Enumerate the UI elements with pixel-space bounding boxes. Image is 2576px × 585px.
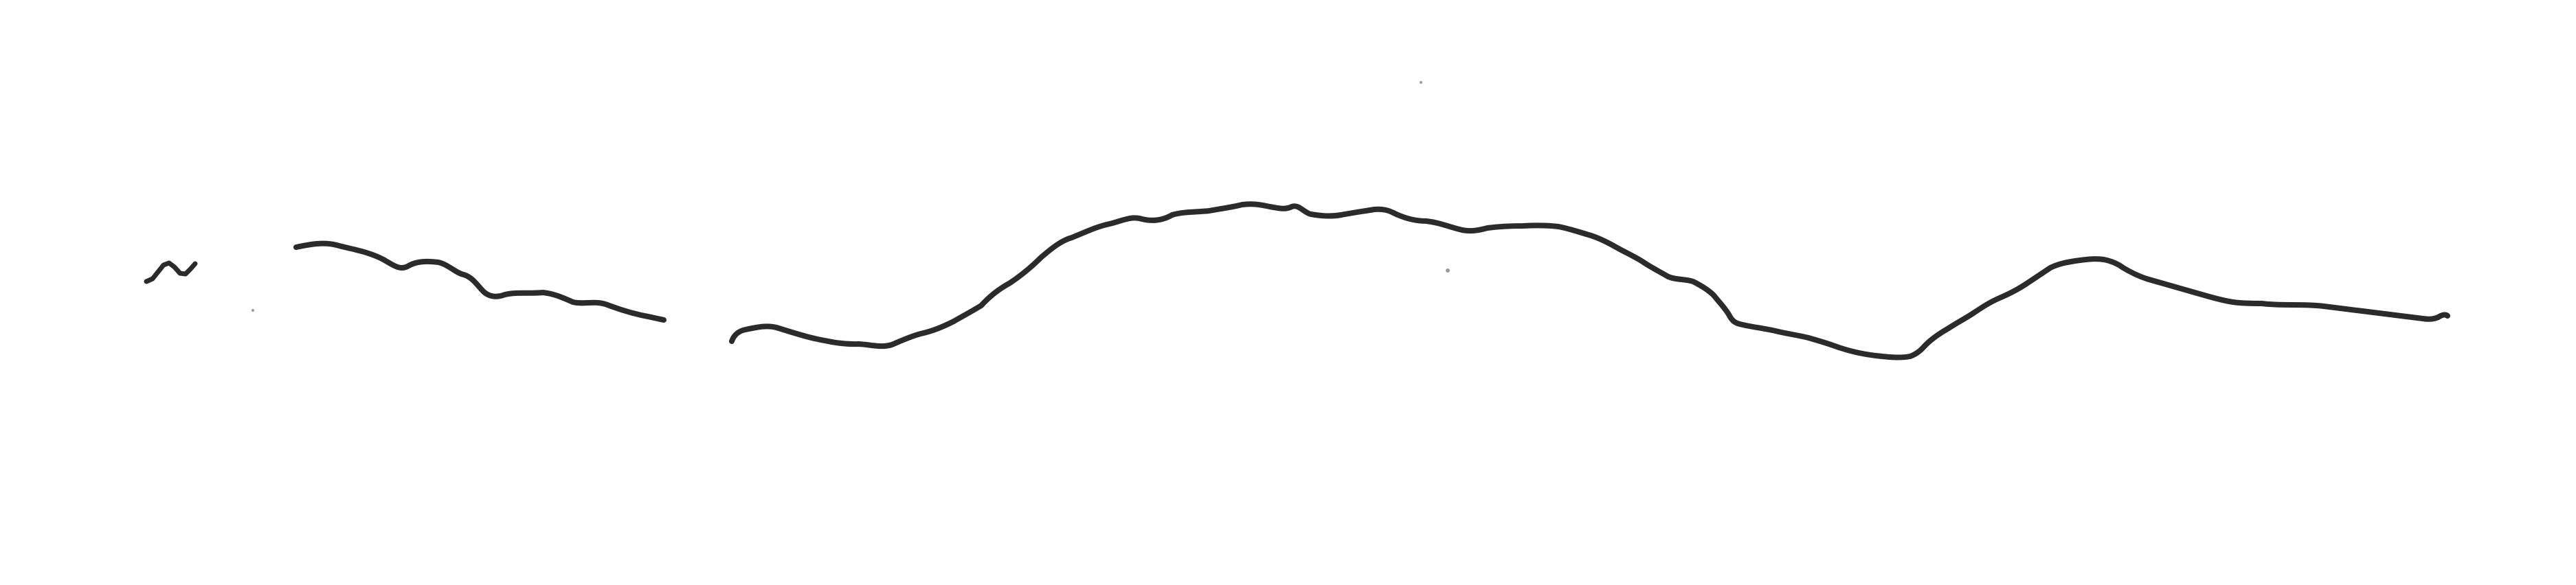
left-segment-stroke — [293, 240, 667, 323]
pencil-speck — [1446, 268, 1450, 273]
pencil-speck — [1420, 81, 1422, 84]
tick-stroke — [144, 260, 198, 284]
main-wave-stroke — [729, 201, 2450, 360]
pencil-speck — [251, 309, 254, 312]
